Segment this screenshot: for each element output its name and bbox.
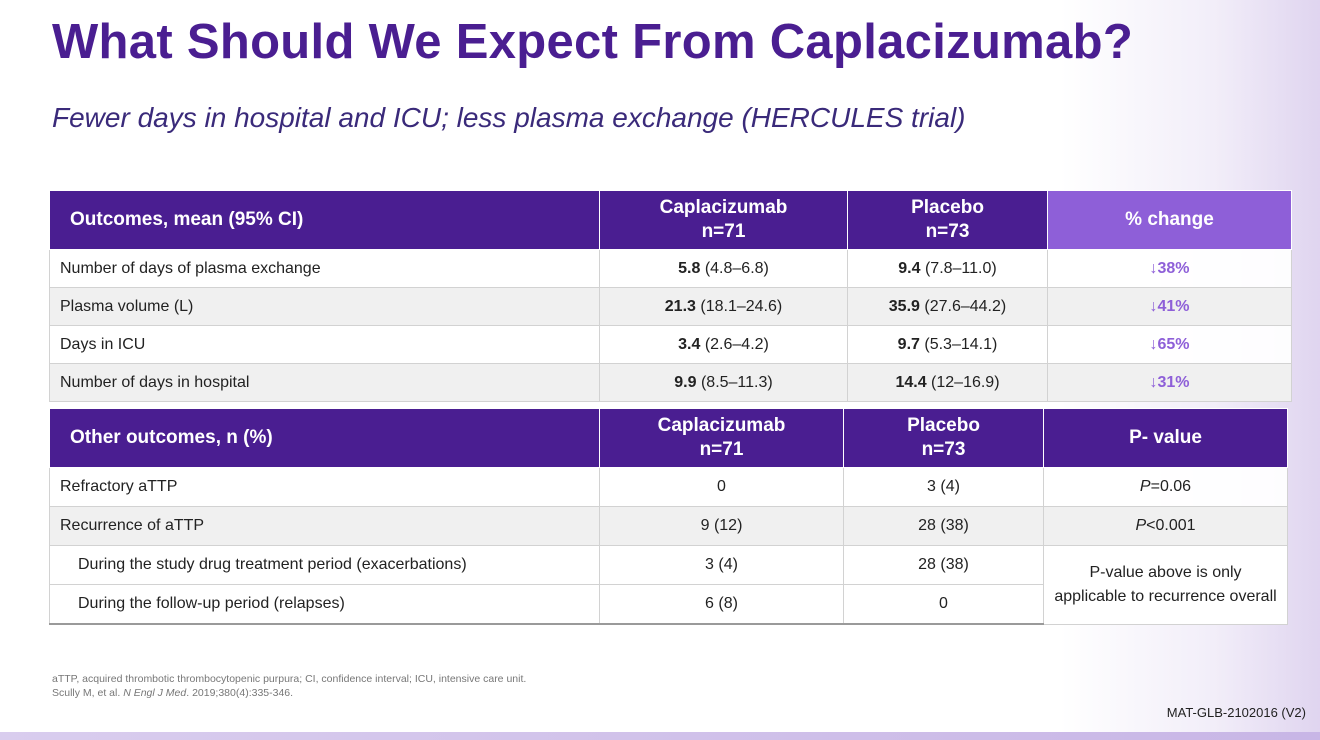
header-pla-name: Placebo: [911, 197, 984, 218]
cap-ci: (8.5–11.3): [696, 373, 773, 391]
row-label: Plasma volume (L): [49, 287, 600, 326]
table-row: Days in ICU 3.4 (2.6–4.2) 9.7 (5.3–14.1)…: [49, 325, 1292, 364]
header-cap-n: n=71: [701, 221, 746, 242]
percent-change: ↓65%: [1047, 325, 1292, 364]
placebo-value: 35.9 (27.6–44.2): [847, 287, 1048, 326]
row-label: Number of days in hospital: [49, 363, 600, 402]
pla-mean: 35.9: [888, 297, 920, 315]
placebo-value: 9.7 (5.3–14.1): [847, 325, 1048, 364]
cap-value: 6 (8): [599, 584, 844, 625]
percent-change: ↓31%: [1047, 363, 1292, 402]
header-cap-name: Caplacizumab: [659, 197, 788, 218]
document-code: MAT-GLB-2102016 (V2): [1166, 705, 1306, 720]
header-pla-name: Placebo: [907, 415, 980, 436]
placebo-value: 0: [843, 584, 1044, 625]
placebo-value: 3 (4): [843, 467, 1044, 507]
page-subtitle: Fewer days in hospital and ICU; less pla…: [52, 102, 966, 133]
ref-authors: Scully M, et al.: [52, 687, 124, 699]
placebo-value: 28 (38): [843, 545, 1044, 585]
header-placebo: Placebo n=73: [843, 408, 1044, 468]
header-p-value: P- value: [1043, 408, 1288, 468]
placebo-value: 14.4 (12–16.9): [847, 363, 1048, 402]
cap-value: 9.9 (8.5–11.3): [599, 363, 848, 402]
row-label: Recurrence of aTTP: [49, 506, 600, 546]
p-number: =0.06: [1150, 478, 1192, 495]
table-row: During the follow-up period (relapses) 6…: [49, 584, 1288, 625]
ref-journal: N Engl J Med: [123, 687, 187, 699]
pla-ci: (5.3–14.1): [919, 335, 998, 353]
header-placebo: Placebo n=73: [847, 190, 1048, 250]
table-row: Number of days of plasma exchange 5.8 (4…: [49, 249, 1292, 288]
other-outcomes-table: Other outcomes, n (%) Caplacizumab n=71 P…: [49, 408, 1288, 625]
header-cap-name: Caplacizumab: [657, 415, 786, 436]
pla-ci: (7.8–11.0): [920, 259, 997, 277]
cap-ci: (18.1–24.6): [695, 297, 783, 315]
row-label: During the study drug treatment period (…: [49, 545, 600, 585]
p-value: P=0.06: [1043, 467, 1288, 507]
pla-mean: 9.7: [897, 335, 920, 353]
cap-value: 21.3 (18.1–24.6): [599, 287, 848, 326]
table-row: Number of days in hospital 9.9 (8.5–11.3…: [49, 363, 1292, 402]
cap-value: 9 (12): [599, 506, 844, 546]
pla-mean: 9.4: [898, 259, 921, 277]
outcomes-header-row: Outcomes, mean (95% CI) Caplacizumab n=71…: [49, 190, 1292, 250]
header-cap-n: n=71: [699, 439, 744, 460]
table-row: Refractory aTTP 0 3 (4) P=0.06: [49, 467, 1288, 507]
cap-value: 5.8 (4.8–6.8): [599, 249, 848, 288]
ref-details: . 2019;380(4):335-346.: [186, 687, 294, 699]
row-label: Days in ICU: [49, 325, 600, 364]
table-row: Recurrence of aTTP 9 (12) 28 (38) P<0.00…: [49, 506, 1288, 546]
header-other-outcomes: Other outcomes, n (%): [49, 408, 600, 468]
pla-ci: (12–16.9): [926, 373, 1000, 391]
header-caplacizumab: Caplacizumab n=71: [599, 408, 844, 468]
row-label: Number of days of plasma exchange: [49, 249, 600, 288]
p-symbol: P: [1135, 517, 1147, 534]
p-value-note: P-value above is only applicable to recu…: [1043, 545, 1288, 625]
row-label: Refractory aTTP: [49, 467, 600, 507]
header-pla-n: n=73: [921, 439, 966, 460]
header-percent-change: % change: [1047, 190, 1292, 250]
footnote-abbreviations: aTTP, acquired thrombotic thrombocytopen…: [52, 673, 527, 685]
pla-mean: 14.4: [895, 373, 927, 391]
cap-value: 3.4 (2.6–4.2): [599, 325, 848, 364]
other-outcomes-header-row: Other outcomes, n (%) Caplacizumab n=71 P…: [49, 408, 1288, 468]
cap-value: 3 (4): [599, 545, 844, 585]
cap-ci: (4.8–6.8): [700, 259, 769, 277]
percent-change: ↓38%: [1047, 249, 1292, 288]
bottom-band: [0, 732, 1320, 740]
table-row: During the study drug treatment period (…: [49, 545, 1288, 625]
placebo-value: 28 (38): [843, 506, 1044, 546]
cap-ci: (2.6–4.2): [700, 335, 769, 353]
footnote-reference: Scully M, et al. N Engl J Med. 2019;380(…: [52, 686, 526, 700]
cap-mean: 3.4: [678, 335, 701, 353]
outcomes-table: Outcomes, mean (95% CI) Caplacizumab n=71…: [49, 190, 1292, 402]
p-number: <0.001: [1146, 517, 1196, 534]
pla-ci: (27.6–44.2): [919, 297, 1007, 315]
percent-change: ↓41%: [1047, 287, 1292, 326]
cap-mean: 21.3: [664, 297, 696, 315]
cap-mean: 9.9: [674, 373, 697, 391]
header-outcomes: Outcomes, mean (95% CI): [49, 190, 600, 250]
header-caplacizumab: Caplacizumab n=71: [599, 190, 848, 250]
p-symbol: P: [1139, 478, 1151, 495]
footnote: aTTP, acquired thrombotic thrombocytopen…: [52, 672, 526, 700]
page-title: What Should We Expect From Caplacizumab?: [52, 15, 1134, 69]
header-pla-n: n=73: [925, 221, 970, 242]
cap-mean: 5.8: [678, 259, 701, 277]
cap-value: 0: [599, 467, 844, 507]
placebo-value: 9.4 (7.8–11.0): [847, 249, 1048, 288]
row-label: During the follow-up period (relapses): [49, 584, 600, 625]
p-value: P<0.001: [1043, 506, 1288, 546]
table-row: Plasma volume (L) 21.3 (18.1–24.6) 35.9 …: [49, 287, 1292, 326]
